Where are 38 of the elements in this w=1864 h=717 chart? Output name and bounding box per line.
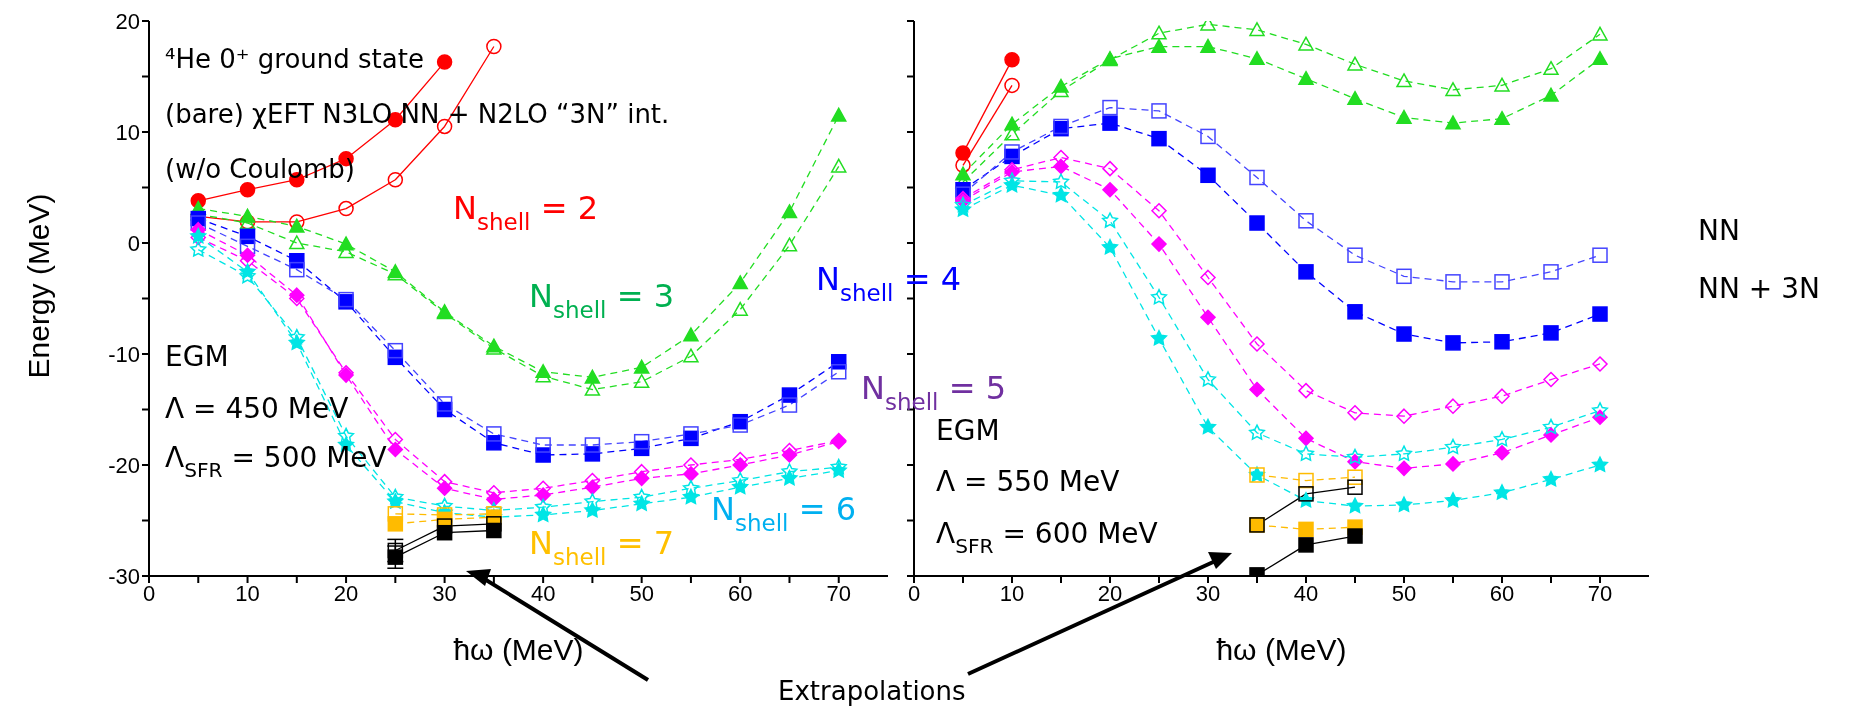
text: NN + 3N [1698,272,1820,305]
annotation: Λ = 550 MeV [936,465,1120,498]
y-tick-label: 10 [115,119,140,145]
x-tick-label: 70 [1587,580,1613,606]
annotation: (bare) χEFT N3LO NN + N2LO “3N” int. [165,98,670,129]
x-tick-label: 60 [727,580,753,606]
annotation: EGM [936,414,1000,447]
x-tick-label: 0 [907,580,921,606]
x-tick-label: 50 [1391,580,1417,606]
x-tick-label: 70 [826,580,851,606]
annotation: N$_{shell}$ = 6 [711,490,857,536]
x-tick-label: 50 [629,580,654,606]
y-tick-label: 0 [127,230,140,256]
y-axis-title: Energy (MeV) [21,193,55,379]
x-axis-title: ħω (MeV) [453,633,584,666]
x-axis-title: ħω (MeV) [1216,633,1347,666]
annotation: Λ$_{SFR}$ = 600 MeV [936,517,1158,558]
annotation: N$_{shell}$ = 3 [529,277,675,323]
y-tick-label: 20 [115,8,140,34]
x-tick-label: 20 [1097,580,1123,606]
y-tick-label: -30 [108,563,140,589]
x-tick-label: 30 [1195,580,1221,606]
y-tick-label: -10 [108,341,140,367]
y-tick-label: -20 [108,452,140,478]
text: NN [1698,214,1740,247]
x-tick-label: 0 [142,580,156,606]
annotation: EGM [165,340,229,373]
x-tick-label: 40 [530,580,556,606]
x-tick-label: 10 [235,580,260,606]
x-tick-label: 40 [1293,580,1319,606]
x-tick-label: 10 [999,580,1025,606]
x-tick-label: 30 [432,580,457,606]
x-tick-label: 20 [333,580,359,606]
annotation: N$_{shell}$ = 7 [529,524,675,570]
annotation: ⁴He 0⁺ ground state [165,43,424,74]
text: Extrapolations [778,675,966,706]
x-tick-label: 60 [1489,580,1515,606]
annotation: N$_{shell}$ = 2 [453,189,599,235]
